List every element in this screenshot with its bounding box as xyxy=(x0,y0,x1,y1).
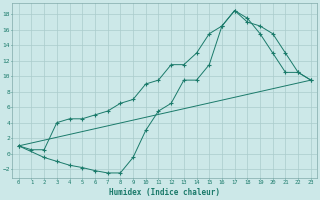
X-axis label: Humidex (Indice chaleur): Humidex (Indice chaleur) xyxy=(109,188,220,197)
